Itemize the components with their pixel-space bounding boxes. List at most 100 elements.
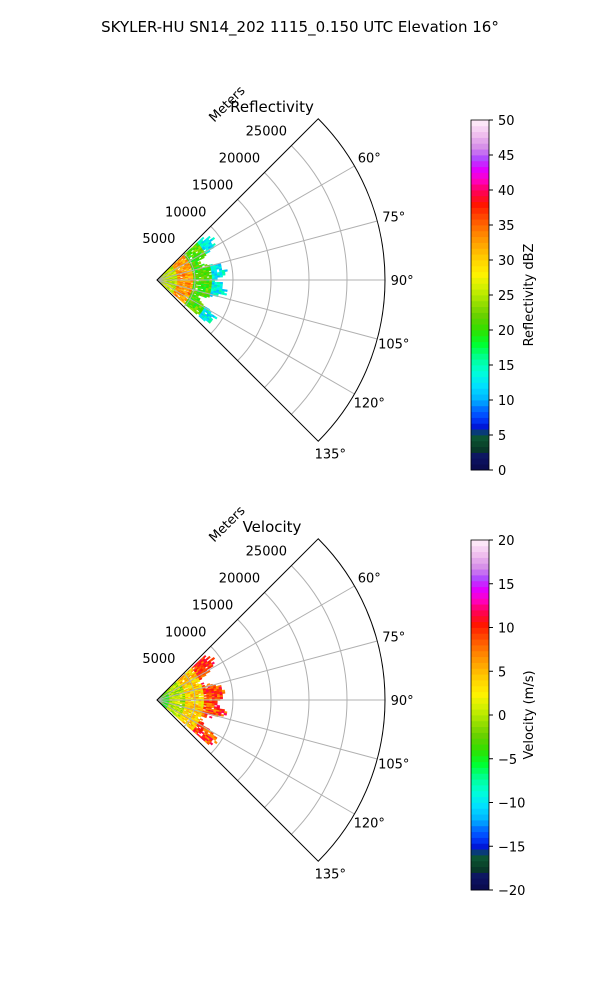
reflectivity-colorbar-segment — [471, 400, 489, 407]
velocity-data-cell — [211, 661, 215, 665]
velocity-r-tick-label: 20000 — [219, 572, 260, 587]
reflectivity-colorbar-segment — [471, 125, 489, 133]
reflectivity-colorbar-segment — [471, 376, 489, 383]
velocity-data-cell — [182, 721, 186, 725]
reflectivity-data-cell — [194, 311, 198, 315]
velocity-data-cell — [211, 697, 216, 700]
reflectivity-colorbar-segment — [471, 131, 489, 138]
velocity-data-cell — [200, 694, 205, 696]
reflectivity-data-cell — [201, 263, 205, 267]
velocity-radial-gridline — [156, 699, 378, 760]
reflectivity-data-cell — [182, 278, 186, 280]
velocity-r-tick-label: 10000 — [165, 625, 206, 640]
velocity-r-tick-label: 5000 — [142, 652, 175, 667]
reflectivity-data-cell — [207, 249, 211, 254]
velocity-data-cell — [211, 705, 215, 709]
velocity-colorbar-segment — [471, 662, 489, 669]
reflectivity-data-cell — [200, 287, 204, 290]
velocity-data-cell — [209, 741, 214, 746]
reflectivity-data-cell — [219, 275, 223, 278]
velocity-data-cell — [187, 695, 191, 698]
velocity-data-cell — [223, 712, 228, 716]
reflectivity-colorbar-segment — [471, 166, 489, 173]
reflectivity-colorbar-segment — [471, 423, 489, 430]
reflectivity-data-cell — [203, 253, 207, 257]
reflectivity-colorbar-segment — [471, 382, 489, 389]
reflectivity-colorbar-segment — [471, 149, 489, 156]
reflectivity-data-cell — [201, 256, 205, 260]
reflectivity-colorbar-segment — [471, 254, 489, 261]
velocity-data-cell — [168, 709, 172, 712]
reflectivity-colorbar-tick-label: 40 — [498, 184, 515, 199]
reflectivity-data-cell — [203, 295, 207, 299]
reflectivity-colorbar-tick-label: 20 — [498, 324, 515, 339]
velocity-data-cell — [209, 715, 213, 719]
velocity-data-cell — [179, 702, 183, 705]
velocity-colorbar-segment — [471, 557, 489, 564]
reflectivity-colorbar-tick-label: 35 — [498, 219, 515, 234]
velocity-colorbar-segment — [471, 680, 489, 687]
reflectivity-colorbar-segment — [471, 388, 489, 395]
reflectivity-colorbar-segment — [471, 289, 489, 296]
reflectivity-colorbar-segment — [471, 213, 489, 220]
velocity-colorbar-segment — [471, 837, 489, 844]
reflectivity-colorbar-segment — [471, 184, 489, 191]
velocity-colorbar-segment — [471, 668, 489, 675]
reflectivity-colorbar-segment — [471, 137, 489, 144]
velocity-radial-gridline — [156, 585, 355, 701]
reflectivity-colorbar-segment — [471, 271, 489, 278]
velocity-colorbar-segment — [471, 551, 489, 558]
velocity-colorbar-segment — [471, 621, 489, 628]
reflectivity-colorbar-segment — [471, 359, 489, 366]
velocity-colorbar-segment — [471, 884, 489, 891]
velocity-colorbar-segment — [471, 767, 489, 774]
velocity-colorbar-segment — [471, 715, 489, 722]
velocity-colorbar-segment — [471, 761, 489, 768]
reflectivity-colorbar-segment — [471, 429, 489, 436]
velocity-theta-tick-label: 105° — [378, 757, 409, 772]
reflectivity-data-cell — [202, 318, 206, 322]
velocity-colorbar-segment — [471, 610, 489, 617]
reflectivity-colorbar-segment — [471, 178, 489, 185]
reflectivity-colorbar-segment — [471, 435, 489, 442]
velocity-data-cell — [217, 696, 221, 700]
velocity-colorbar-segment — [471, 732, 489, 739]
reflectivity-colorbar-segment — [471, 330, 489, 337]
reflectivity-theta-tick-label: 135° — [315, 447, 346, 462]
reflectivity-data-cell — [195, 271, 199, 274]
reflectivity-colorbar-segment — [471, 365, 489, 372]
velocity-colorbar-segment — [471, 685, 489, 693]
velocity-colorbar-segment — [471, 878, 489, 885]
velocity-colorbar-segment — [471, 598, 489, 605]
reflectivity-theta-tick-label: 75° — [382, 211, 405, 226]
reflectivity-colorbar-segment — [471, 312, 489, 319]
reflectivity-colorbar-segment — [471, 242, 489, 249]
reflectivity-colorbar-segment — [471, 225, 489, 232]
velocity-data-cell — [179, 698, 184, 700]
velocity-colorbar-segment — [471, 750, 489, 757]
reflectivity-r-tick-label: 25000 — [246, 125, 287, 140]
velocity-data-cell — [206, 697, 210, 700]
velocity-theta-tick-label: 90° — [391, 694, 414, 709]
reflectivity-data-cell — [187, 276, 191, 279]
velocity-colorbar-segment — [471, 563, 489, 570]
velocity-colorbar-segment — [471, 866, 489, 873]
velocity-colorbar-segment — [471, 831, 489, 838]
reflectivity-colorbar-segment — [471, 201, 489, 208]
reflectivity-colorbar-segment — [471, 458, 489, 465]
velocity-data-cell — [198, 677, 203, 681]
velocity-data-cell — [203, 694, 207, 697]
velocity-colorbar-segment — [471, 779, 489, 786]
velocity-data-cell — [203, 707, 207, 710]
reflectivity-data-cell — [206, 274, 210, 277]
reflectivity-colorbar-segment — [471, 405, 489, 413]
velocity-colorbar-tick-label: −20 — [498, 884, 525, 899]
velocity-colorbar-segment — [471, 843, 489, 850]
reflectivity-colorbar-segment — [471, 440, 489, 448]
velocity-colorbar-segment — [471, 633, 489, 640]
reflectivity-data-cell — [179, 274, 183, 277]
reflectivity-colorbar-segment — [471, 155, 489, 162]
velocity-colorbar-segment — [471, 825, 489, 833]
reflectivity-colorbar-segment — [471, 283, 489, 290]
velocity-data-cell — [195, 702, 199, 704]
